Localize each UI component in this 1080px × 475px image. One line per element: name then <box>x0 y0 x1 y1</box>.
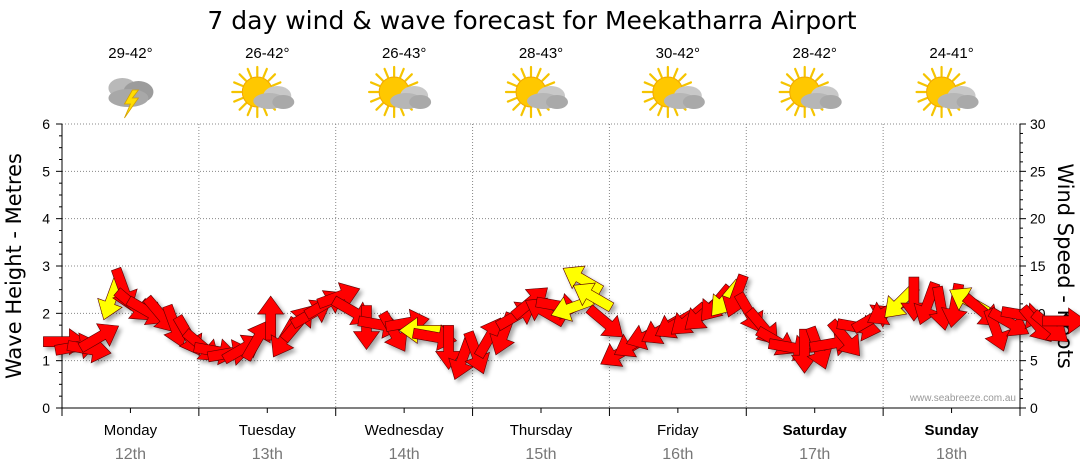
right-tick-label: 25 <box>1030 163 1046 179</box>
day-date-label: 15th <box>525 446 556 463</box>
day-name-label: Sunday <box>924 422 979 439</box>
sun-cloud-icon <box>368 65 432 119</box>
temperature-label: 24-41° <box>929 45 973 62</box>
day-name-label: Saturday <box>783 422 848 439</box>
wind-arrow <box>241 320 271 362</box>
right-tick-label: 30 <box>1030 116 1046 132</box>
day-name-label: Tuesday <box>239 422 296 439</box>
right-tick-label: 0 <box>1030 400 1038 416</box>
temperature-label: 28-43° <box>519 45 563 62</box>
day-date-label: 18th <box>936 446 967 463</box>
right-axis-ticks: 051015202530 <box>1020 116 1046 416</box>
temperature-label: 26-42° <box>245 45 289 62</box>
right-tick-label: 20 <box>1030 211 1046 227</box>
chart-title: 7 day wind & wave forecast for Meekathar… <box>207 6 856 35</box>
wind-arrow <box>257 295 285 341</box>
right-tick-label: 15 <box>1030 258 1046 274</box>
sun-cloud-icon <box>641 65 705 119</box>
wind-arrow <box>827 318 860 357</box>
grid <box>62 123 1020 408</box>
left-tick-label: 4 <box>42 211 50 227</box>
day-name-label: Monday <box>104 422 158 439</box>
day-date-label: 13th <box>252 446 283 463</box>
left-tick-label: 2 <box>42 305 50 321</box>
temperature-label: 29-42° <box>108 45 152 62</box>
left-tick-label: 3 <box>42 258 50 274</box>
sun-cloud-icon <box>504 65 568 119</box>
day-labels: Monday 12th Tuesday 13th Wednesday 14th Thursd… <box>61 408 1021 463</box>
left-axis-ticks: 0 1 2 3 4 5 6 <box>42 116 62 416</box>
day-date-label: 16th <box>662 446 693 463</box>
temperature-label: 28-42° <box>793 45 837 62</box>
right-tick-label: 5 <box>1030 353 1038 369</box>
left-tick-label: 5 <box>42 163 50 179</box>
wind-arrow <box>983 307 1011 352</box>
day-date-label: 17th <box>799 446 830 463</box>
left-tick-label: 6 <box>42 116 50 132</box>
sun-cloud-icon <box>915 65 979 119</box>
temperature-label: 30-42° <box>656 45 700 62</box>
left-tick-label: 0 <box>42 400 50 416</box>
credit-label: www.seabreeze.com.au <box>909 393 1016 404</box>
wind-arrow <box>77 323 120 353</box>
left-tick-label: 1 <box>42 353 50 369</box>
day-name-label: Friday <box>657 422 699 439</box>
day-name-label: Wednesday <box>365 422 444 439</box>
weather-row: 29-42° 26-42° 26-43° 28-43° 30-42° 28-42° 24-4… <box>108 45 979 119</box>
sun-cloud-icon <box>231 65 295 119</box>
day-date-label: 14th <box>389 446 420 463</box>
left-axis-title: Wave Height - Metres <box>2 153 26 379</box>
wind-arrow <box>562 265 605 296</box>
temperature-label: 26-43° <box>382 45 426 62</box>
storm-cloud-icon <box>108 78 154 119</box>
sun-cloud-icon <box>778 65 842 119</box>
day-name-label: Thursday <box>510 422 573 439</box>
wind-arrow <box>572 282 615 313</box>
day-date-label: 12th <box>115 446 146 463</box>
wind-arrow <box>1042 307 1080 335</box>
wind-arrow <box>585 304 624 338</box>
wind-arrows <box>43 265 1080 380</box>
